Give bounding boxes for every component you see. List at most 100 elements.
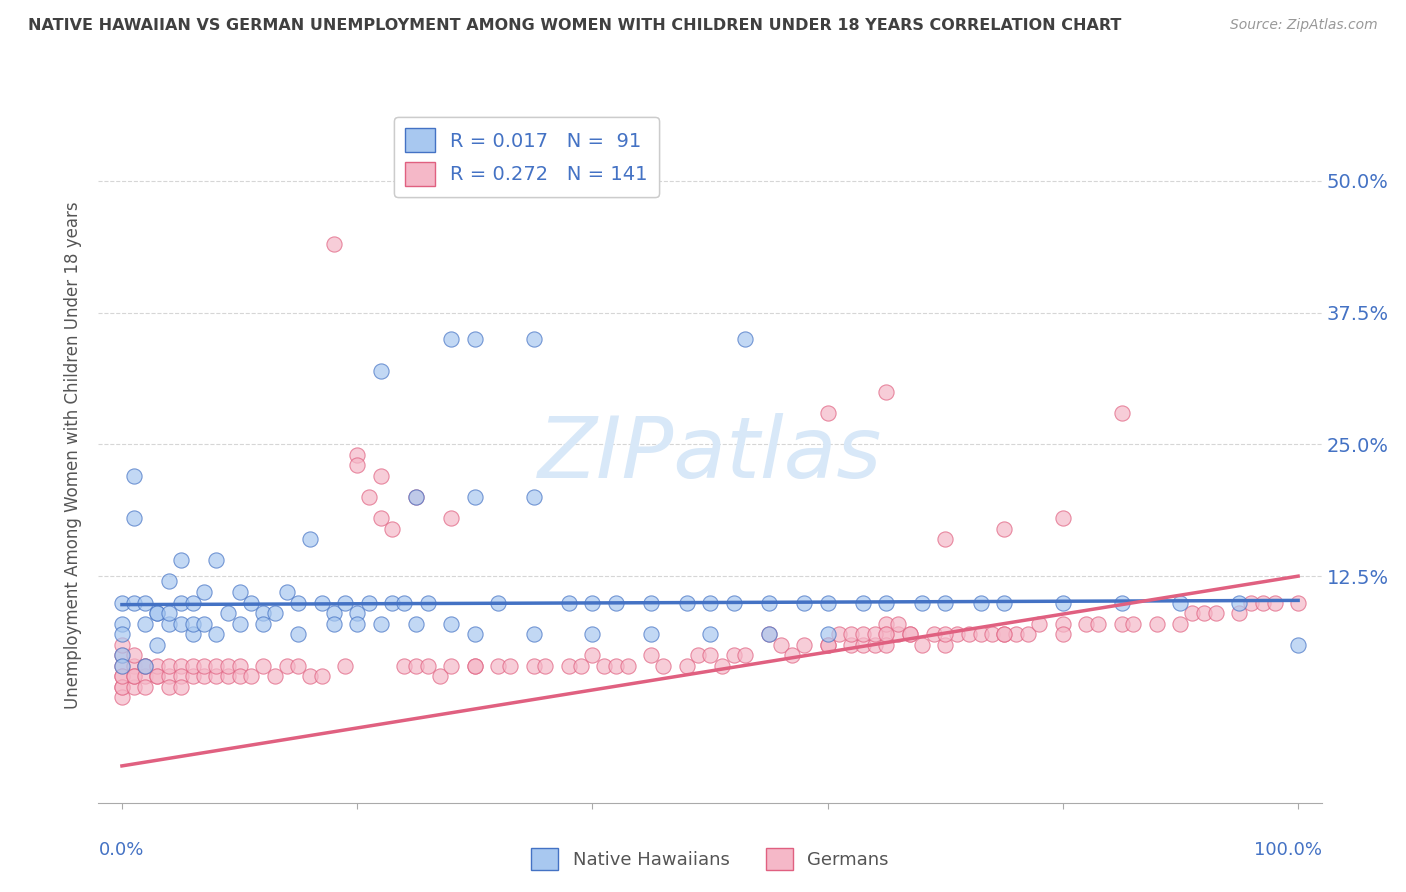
Point bbox=[1052, 595, 1074, 609]
Point bbox=[898, 627, 921, 641]
Point bbox=[558, 658, 581, 673]
Point bbox=[523, 332, 546, 346]
Point bbox=[205, 658, 228, 673]
Point bbox=[875, 627, 897, 641]
Point bbox=[146, 669, 169, 683]
Point bbox=[934, 595, 956, 609]
Point bbox=[887, 627, 910, 641]
Point bbox=[558, 595, 581, 609]
Point bbox=[157, 680, 180, 694]
Point bbox=[922, 627, 945, 641]
Point bbox=[252, 658, 274, 673]
Point bbox=[134, 658, 156, 673]
Point bbox=[593, 658, 616, 673]
Point bbox=[134, 658, 156, 673]
Point bbox=[122, 511, 145, 525]
Point bbox=[675, 595, 697, 609]
Point bbox=[969, 595, 991, 609]
Point bbox=[181, 669, 204, 683]
Point bbox=[699, 595, 721, 609]
Point bbox=[287, 627, 309, 641]
Point bbox=[723, 595, 745, 609]
Point bbox=[1017, 627, 1039, 641]
Point bbox=[157, 616, 180, 631]
Point bbox=[217, 669, 239, 683]
Point bbox=[464, 332, 486, 346]
Point bbox=[1227, 595, 1250, 609]
Point bbox=[652, 658, 675, 673]
Point bbox=[392, 595, 416, 609]
Point bbox=[1087, 616, 1109, 631]
Point bbox=[1004, 627, 1026, 641]
Point bbox=[758, 627, 780, 641]
Point bbox=[357, 490, 380, 504]
Point bbox=[228, 669, 250, 683]
Point bbox=[322, 606, 344, 620]
Point bbox=[946, 627, 969, 641]
Point bbox=[1286, 638, 1309, 652]
Point bbox=[440, 332, 463, 346]
Point bbox=[311, 595, 333, 609]
Point bbox=[287, 595, 309, 609]
Point bbox=[134, 680, 156, 694]
Point bbox=[640, 627, 662, 641]
Point bbox=[111, 669, 134, 683]
Point bbox=[769, 638, 792, 652]
Point bbox=[217, 606, 239, 620]
Point bbox=[122, 469, 145, 483]
Point bbox=[1052, 511, 1074, 525]
Point bbox=[852, 638, 875, 652]
Point bbox=[817, 638, 839, 652]
Text: ZIPatlas: ZIPatlas bbox=[538, 413, 882, 497]
Point bbox=[181, 595, 204, 609]
Point bbox=[370, 616, 392, 631]
Point bbox=[734, 648, 756, 663]
Point bbox=[1076, 616, 1098, 631]
Point bbox=[782, 648, 804, 663]
Point bbox=[157, 658, 180, 673]
Point bbox=[134, 616, 156, 631]
Point bbox=[122, 595, 145, 609]
Point bbox=[499, 658, 522, 673]
Point bbox=[299, 533, 322, 547]
Point bbox=[934, 627, 956, 641]
Point bbox=[111, 595, 134, 609]
Point bbox=[993, 522, 1015, 536]
Point bbox=[240, 669, 263, 683]
Point bbox=[486, 595, 509, 609]
Point bbox=[416, 595, 439, 609]
Point bbox=[381, 595, 404, 609]
Point bbox=[957, 627, 980, 641]
Point bbox=[193, 585, 215, 599]
Point bbox=[1111, 406, 1133, 420]
Point bbox=[381, 522, 404, 536]
Point bbox=[993, 627, 1015, 641]
Point bbox=[228, 658, 250, 673]
Point bbox=[817, 627, 839, 641]
Point bbox=[1170, 616, 1192, 631]
Point bbox=[875, 384, 897, 399]
Point bbox=[675, 658, 697, 673]
Point bbox=[464, 490, 486, 504]
Point bbox=[134, 595, 156, 609]
Point bbox=[569, 658, 592, 673]
Point bbox=[205, 553, 228, 567]
Point bbox=[523, 490, 546, 504]
Point bbox=[240, 595, 263, 609]
Point bbox=[357, 595, 380, 609]
Point bbox=[170, 553, 193, 567]
Y-axis label: Unemployment Among Women with Children Under 18 years: Unemployment Among Women with Children U… bbox=[65, 201, 83, 709]
Point bbox=[181, 658, 204, 673]
Point bbox=[263, 606, 285, 620]
Point bbox=[170, 669, 193, 683]
Point bbox=[486, 658, 509, 673]
Point bbox=[276, 658, 298, 673]
Point bbox=[1122, 616, 1144, 631]
Point bbox=[346, 458, 368, 473]
Point bbox=[581, 627, 603, 641]
Point bbox=[181, 627, 204, 641]
Point bbox=[335, 595, 357, 609]
Point bbox=[875, 595, 897, 609]
Point bbox=[311, 669, 333, 683]
Point bbox=[111, 658, 134, 673]
